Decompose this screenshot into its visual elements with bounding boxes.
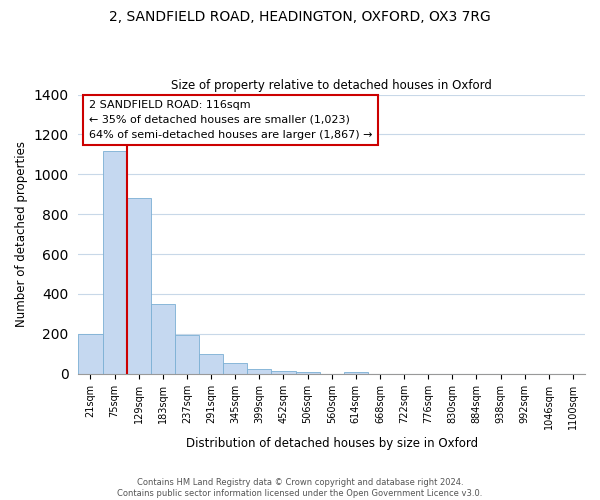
Bar <box>151 304 175 374</box>
Bar <box>271 370 296 374</box>
Title: Size of property relative to detached houses in Oxford: Size of property relative to detached ho… <box>171 79 492 92</box>
Bar <box>103 152 127 374</box>
Bar <box>247 368 271 374</box>
Bar <box>296 372 320 374</box>
Bar <box>79 334 103 374</box>
Bar <box>344 372 368 374</box>
Text: 2 SANDFIELD ROAD: 116sqm
← 35% of detached houses are smaller (1,023)
64% of sem: 2 SANDFIELD ROAD: 116sqm ← 35% of detach… <box>89 100 372 140</box>
Bar <box>175 335 199 374</box>
Text: 2, SANDFIELD ROAD, HEADINGTON, OXFORD, OX3 7RG: 2, SANDFIELD ROAD, HEADINGTON, OXFORD, O… <box>109 10 491 24</box>
Text: Contains HM Land Registry data © Crown copyright and database right 2024.
Contai: Contains HM Land Registry data © Crown c… <box>118 478 482 498</box>
Y-axis label: Number of detached properties: Number of detached properties <box>15 141 28 327</box>
X-axis label: Distribution of detached houses by size in Oxford: Distribution of detached houses by size … <box>185 437 478 450</box>
Bar <box>223 362 247 374</box>
Bar <box>199 354 223 374</box>
Bar <box>127 198 151 374</box>
